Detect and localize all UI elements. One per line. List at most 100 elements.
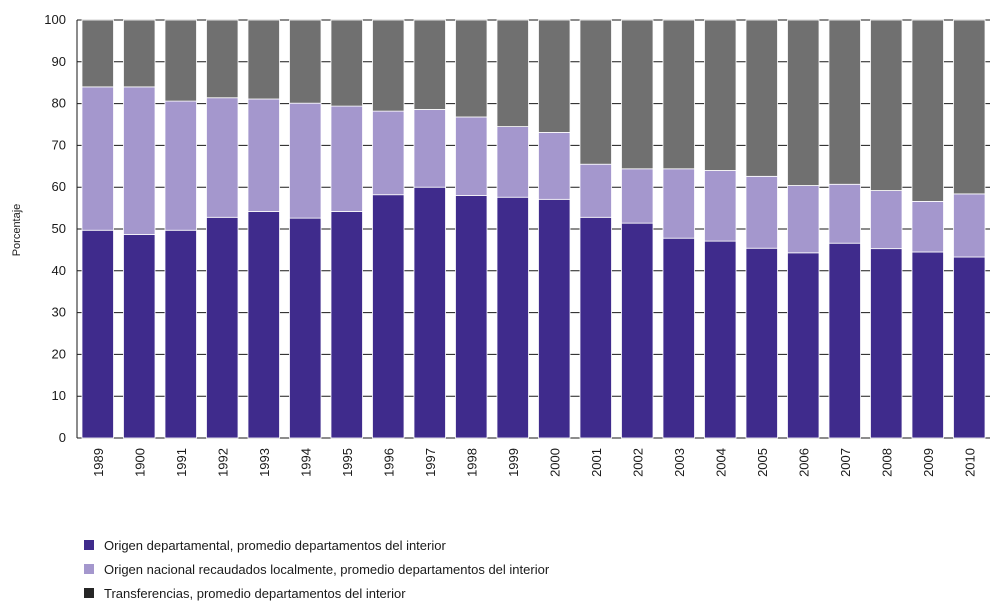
x-tick-label: 1989	[91, 448, 106, 477]
bar-segment	[953, 193, 986, 258]
bar-segment	[330, 19, 363, 107]
bar-segment	[870, 248, 903, 439]
bar-segment	[538, 132, 571, 200]
x-tick-label: 1997	[423, 448, 438, 477]
y-tick-label: 70	[52, 137, 66, 152]
bar-segment	[870, 190, 903, 250]
bar-segment	[496, 19, 529, 127]
bar-segment	[496, 196, 529, 439]
x-tick-label: 2000	[547, 448, 562, 477]
legend-item: Origen nacional recaudados localmente, p…	[84, 557, 549, 581]
legend-label: Origen departamental, promedio departame…	[104, 537, 446, 553]
y-axis-ticks: 0 10 20 30 40 50 60 70 80 90 100	[44, 12, 66, 445]
bar-segment	[662, 237, 695, 439]
bar-segment	[330, 105, 363, 212]
bar-segment	[870, 19, 903, 191]
bar-segment	[164, 19, 197, 102]
legend-item: Transferencias, promedio departamentos d…	[84, 581, 549, 605]
bar-segment	[123, 19, 156, 88]
bar-segment	[247, 98, 280, 212]
y-tick-label: 50	[52, 221, 66, 236]
bar-segment	[81, 86, 114, 231]
bar-segment	[621, 19, 654, 170]
legend-label: Transferencias, promedio departamentos d…	[104, 585, 406, 601]
bar-segment	[123, 86, 156, 235]
bar-segment	[621, 168, 654, 224]
bar-segment	[828, 183, 861, 244]
x-tick-label: 2002	[630, 448, 645, 477]
bar-segment	[289, 217, 322, 439]
bar-segment	[953, 256, 986, 439]
y-tick-label: 90	[52, 54, 66, 69]
bars	[81, 19, 986, 439]
bar-segment	[579, 163, 612, 218]
y-tick-label: 100	[44, 12, 66, 27]
bar-segment	[413, 19, 446, 110]
bar-segment	[911, 251, 944, 439]
bar-segment	[247, 19, 280, 100]
bar-segment	[413, 109, 446, 188]
bar-segment	[455, 116, 488, 196]
x-tick-label: 2008	[879, 448, 894, 477]
x-tick-label: 2006	[796, 448, 811, 477]
legend-swatch-icon	[84, 588, 94, 598]
bar-segment	[911, 201, 944, 253]
bar-segment	[206, 216, 239, 439]
bar-segment	[206, 19, 239, 99]
bar-segment	[828, 242, 861, 439]
bar-segment	[579, 19, 612, 165]
bar-segment	[662, 168, 695, 239]
bar-segment	[745, 247, 778, 439]
x-tick-label: 1998	[464, 448, 479, 477]
bar-segment	[828, 19, 861, 185]
bar-segment	[953, 19, 986, 195]
bar-segment	[455, 19, 488, 118]
x-tick-label: 1992	[215, 448, 230, 477]
bar-segment	[787, 185, 820, 254]
bar-segment	[372, 110, 405, 196]
x-tick-label: 2003	[672, 448, 687, 477]
x-tick-label: 1999	[506, 448, 521, 477]
bar-segment	[247, 211, 280, 439]
x-tick-label: 1991	[174, 448, 189, 477]
bar-segment	[704, 19, 737, 171]
bar-segment	[538, 198, 571, 439]
x-tick-label: 1995	[340, 448, 355, 477]
bar-segment	[330, 211, 363, 439]
bar-segment	[206, 97, 239, 218]
bar-segment	[745, 19, 778, 177]
bar-segment	[164, 229, 197, 439]
x-axis-ticks: 1989 1900 1991 1992 1993 1994 1995 1996 1997 1998…	[91, 448, 978, 477]
bar-segment	[372, 194, 405, 439]
bar-segment	[289, 102, 322, 219]
bar-segment	[911, 19, 944, 202]
bar-segment	[81, 19, 114, 88]
bar-segment	[704, 240, 737, 439]
bar-segment	[787, 19, 820, 186]
bar-segment	[496, 126, 529, 198]
bar-segment	[787, 252, 820, 439]
x-tick-label: 2001	[589, 448, 604, 477]
y-tick-label: 20	[52, 346, 66, 361]
bar-segment	[579, 216, 612, 439]
x-tick-label: 2005	[755, 448, 770, 477]
legend-item: Origen departamental, promedio departame…	[84, 533, 549, 557]
y-tick-label: 30	[52, 305, 66, 320]
bar-segment	[621, 222, 654, 439]
bar-segment	[538, 19, 571, 133]
bar-segment	[704, 170, 737, 242]
y-axis-label: Porcentaje	[11, 204, 23, 257]
y-tick-label: 60	[52, 179, 66, 194]
bar-segment	[413, 186, 446, 439]
bar-segment	[745, 175, 778, 249]
x-tick-label: 2004	[713, 448, 728, 477]
x-tick-label: 1994	[298, 448, 313, 477]
bar-segment	[455, 195, 488, 439]
bar-segment	[81, 229, 114, 439]
y-tick-label: 10	[52, 388, 66, 403]
y-tick-label: 40	[52, 263, 66, 278]
x-tick-label: 2010	[962, 448, 977, 477]
x-tick-label: 1900	[132, 448, 147, 477]
legend: Origen departamental, promedio departame…	[84, 533, 549, 605]
